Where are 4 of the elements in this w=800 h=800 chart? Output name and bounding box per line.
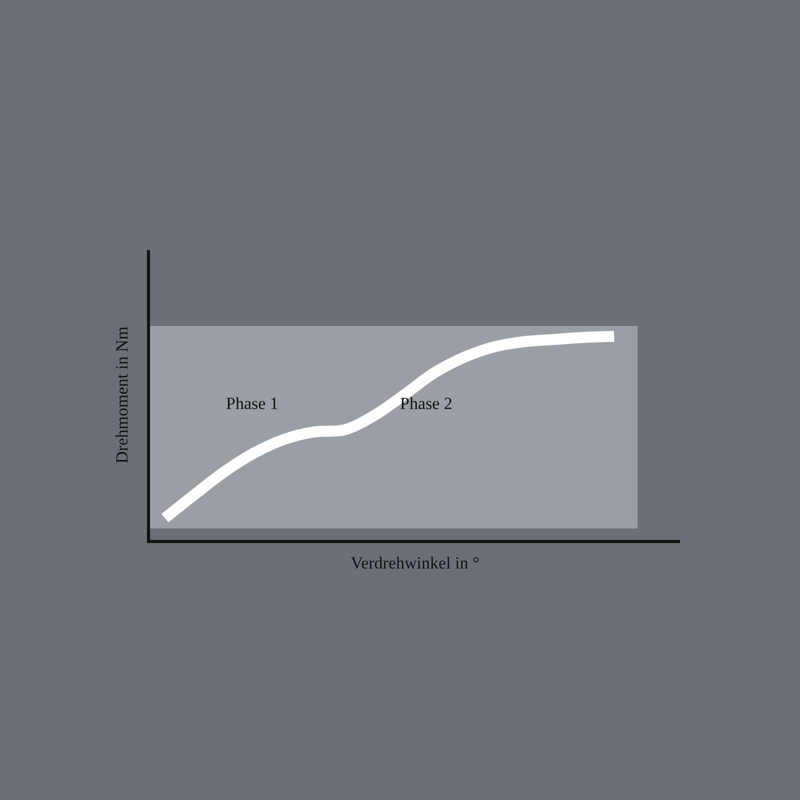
annotation: Phase 2 xyxy=(400,394,452,413)
y-axis-title: Drehmoment in Nm xyxy=(112,326,132,464)
x-axis-title: Verdrehwinkel in ° xyxy=(350,553,480,572)
annotation: Phase 1 xyxy=(226,394,278,413)
